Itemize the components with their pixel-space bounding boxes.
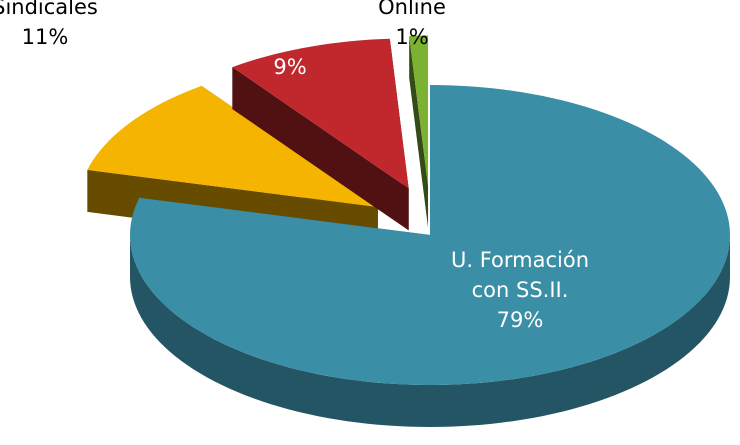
slice: [130, 85, 730, 427]
value-label: 79%: [496, 308, 544, 332]
category-label: Online: [378, 0, 446, 19]
value-label: 11%: [21, 25, 69, 49]
slice: [232, 38, 409, 231]
data-label: U. Formación con SS.II. 79%: [435, 245, 605, 335]
slice-side: [130, 235, 730, 427]
slice-top: [87, 85, 378, 208]
data-label: Sindicales 11%: [0, 0, 98, 52]
value-label: 9%: [273, 55, 307, 79]
slice-top: [232, 38, 409, 189]
slice: [409, 35, 429, 228]
category-label: Sindicales: [0, 0, 98, 19]
category-label: SS.II.: [263, 25, 317, 49]
data-label: SS.II. 9%: [264, 22, 316, 82]
category-label: U. Formación con SS.II.: [450, 248, 590, 302]
slice-top: [130, 85, 730, 385]
slice-side: [232, 67, 409, 231]
value-label: 1%: [395, 25, 429, 49]
slice-top: [409, 35, 429, 186]
data-label: Online 1%: [378, 0, 446, 52]
slice-side: [409, 35, 429, 228]
